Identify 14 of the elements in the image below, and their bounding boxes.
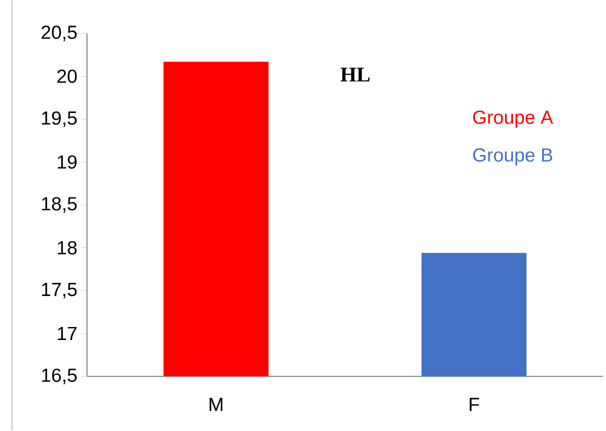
text: HL (340, 68, 370, 82)
y-tick-label: 17,5 (42, 283, 77, 298)
y-tick-label: 19,5 (42, 111, 77, 128)
x-tick-label: M (210, 398, 222, 412)
y-tick-label: 18 (58, 241, 77, 255)
y-tick-label: 16,5 (42, 368, 77, 384)
y-tick-label: 18,5 (42, 197, 77, 213)
x-tick-label: F (470, 398, 480, 412)
y-tick-label: 19 (58, 155, 77, 169)
text: Groupe A (473, 110, 554, 128)
y-tick-label: 17 (58, 327, 77, 340)
y-tick-label: 20 (57, 70, 77, 84)
text: Groupe B (473, 148, 552, 166)
y-tick-label: 20,5 (42, 26, 77, 42)
